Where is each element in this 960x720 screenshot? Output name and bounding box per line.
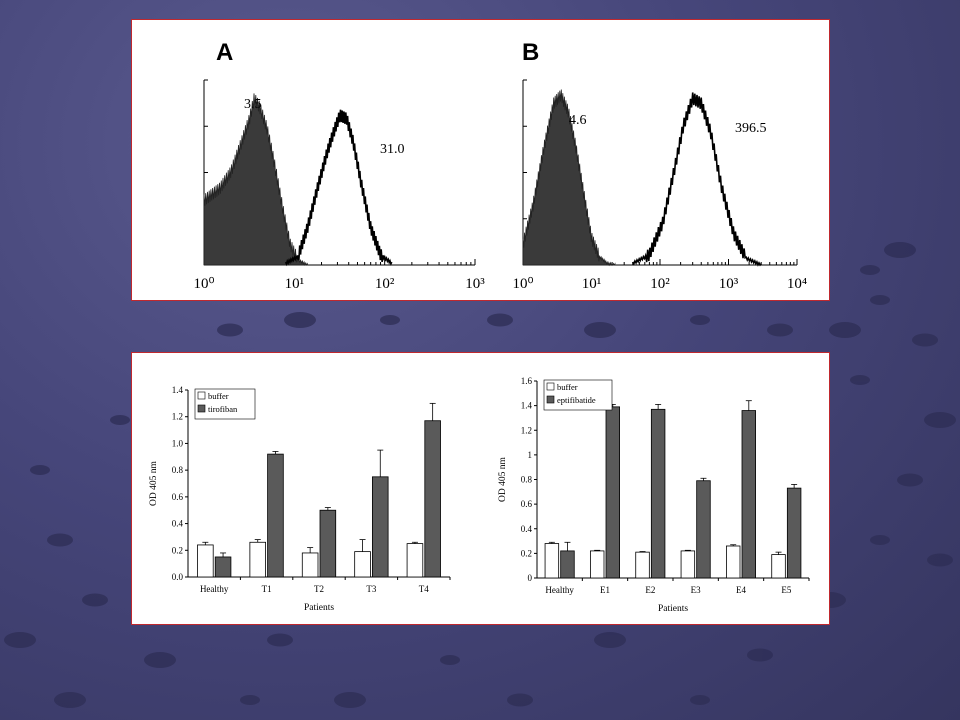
x-tick-label: E1	[600, 585, 610, 595]
histogram-a: 10⁰ 10¹ 10² 10³ 3.5 31.0 A	[193, 39, 485, 292]
x-tick-label: 10²	[375, 276, 395, 292]
bar-buffer	[771, 554, 786, 579]
x-tick-label: 10⁰	[193, 276, 214, 292]
x-axis-label: Patients	[304, 603, 334, 613]
histogram-panel: 10⁰ 10¹ 10² 10³ 3.5 31.0 A 10⁰ 10¹ 10² 10³ 10⁴ 4.6 3…	[131, 19, 830, 301]
y-tick-label: 1.4	[521, 401, 533, 411]
peak-annotation: 31.0	[380, 142, 405, 157]
bar-chart-tirofiban: 0.0 0.2 0.4 0.6 0.8 1.0 1.2 1.4 Healthy T1 T2 T3 T4 P…	[149, 385, 451, 613]
bar-tirofiban	[424, 420, 441, 578]
y-tick-label: 1.0	[172, 438, 184, 448]
x-tick-label: E4	[736, 585, 746, 595]
legend-swatch	[546, 382, 555, 391]
legend-label: tirofiban	[208, 404, 238, 414]
x-tick-label: T3	[366, 584, 376, 594]
x-tick-label: T2	[314, 584, 324, 594]
outline-histogram-series	[632, 92, 762, 267]
x-tick-label: T4	[419, 584, 429, 594]
y-tick-label: 0.0	[172, 572, 184, 582]
bar-buffer	[680, 550, 696, 579]
y-tick-label: 1.4	[172, 385, 184, 395]
legend-label: buffer	[208, 391, 229, 401]
x-tick-label: 10³	[719, 276, 739, 292]
filled-histogram-series	[203, 93, 308, 266]
x-tick-label: 10⁰	[512, 276, 533, 292]
bar-buffer	[249, 541, 266, 578]
bar-chart-panel: 0.0 0.2 0.4 0.6 0.8 1.0 1.2 1.4 Healthy T1 T2 T3 T4 P…	[131, 352, 830, 625]
x-tick-label: Healthy	[545, 585, 574, 595]
x-tick-label: T1	[262, 584, 272, 594]
y-tick-label: 0.6	[172, 492, 184, 502]
bar-tirofiban	[319, 509, 337, 578]
bar-buffer	[635, 551, 650, 579]
filled-histogram-series	[522, 89, 616, 267]
legend-label: eptifibatide	[557, 395, 596, 405]
bar-tirofiban	[214, 556, 232, 578]
bar-eptifibatide	[560, 550, 575, 579]
peak-annotation: 396.5	[735, 121, 767, 136]
legend-swatch	[197, 404, 206, 413]
bar-buffer	[301, 552, 319, 578]
panel-label: B	[522, 39, 539, 66]
bar-tirofiban	[371, 476, 389, 578]
y-tick-label: 0.4	[172, 519, 184, 529]
x-tick-label: Healthy	[200, 584, 229, 594]
y-tick-label: 1.2	[172, 412, 183, 422]
bar-buffer	[589, 550, 605, 579]
panel-label: A	[216, 39, 233, 66]
y-tick-label: 0.6	[521, 499, 533, 509]
y-tick-label: 1	[528, 450, 533, 460]
x-axis-label: Patients	[658, 604, 688, 614]
y-tick-label: 0.8	[172, 465, 184, 475]
bar-buffer	[354, 551, 371, 578]
bar-eptifibatide	[650, 408, 666, 579]
y-tick-label: 1.6	[521, 376, 533, 386]
y-tick-label: 0.2	[521, 548, 532, 558]
legend-box	[543, 379, 613, 411]
outline-histogram-series	[284, 109, 393, 267]
y-tick-label: 1.2	[521, 425, 532, 435]
bar-buffer	[406, 543, 424, 578]
y-tick-label: 0.8	[521, 475, 533, 485]
bar-eptifibatide	[605, 406, 621, 579]
x-tick-label: 10²	[650, 276, 670, 292]
y-axis-label: OD 405 nm	[149, 460, 159, 505]
legend-swatch	[546, 395, 555, 404]
y-tick-label: 0	[528, 573, 533, 583]
x-tick-label: 10³	[465, 276, 485, 292]
bar-buffer	[544, 543, 560, 579]
legend-label: buffer	[557, 382, 578, 392]
bar-eptifibatide	[741, 410, 757, 579]
histogram-b: 10⁰ 10¹ 10² 10³ 10⁴ 4.6 396.5 B	[512, 39, 807, 292]
y-tick-label: 0.4	[521, 524, 533, 534]
bar-buffer	[726, 545, 741, 579]
x-tick-label: E2	[645, 585, 655, 595]
bar-eptifibatide	[696, 480, 711, 579]
x-tick-label: 10¹	[582, 276, 602, 292]
bar-buffer	[197, 544, 214, 578]
y-tick-label: 0.2	[172, 545, 183, 555]
bar-chart-eptifibatide: 0 0.2 0.4 0.6 0.8 1 1.2 1.4 1.6 Healthy E1 E2 E3 E4 E5…	[498, 376, 810, 614]
bar-tirofiban	[267, 453, 284, 578]
peak-annotation: 3.5	[244, 97, 262, 112]
peak-annotation: 4.6	[569, 113, 587, 128]
x-tick-label: 10¹	[285, 276, 305, 292]
x-tick-label: E5	[781, 585, 791, 595]
y-axis-label: OD 405 nm	[498, 456, 508, 501]
x-tick-label: E3	[691, 585, 701, 595]
legend-swatch	[197, 391, 206, 400]
bar-eptifibatide	[786, 487, 802, 579]
x-tick-label: 10⁴	[787, 276, 807, 292]
